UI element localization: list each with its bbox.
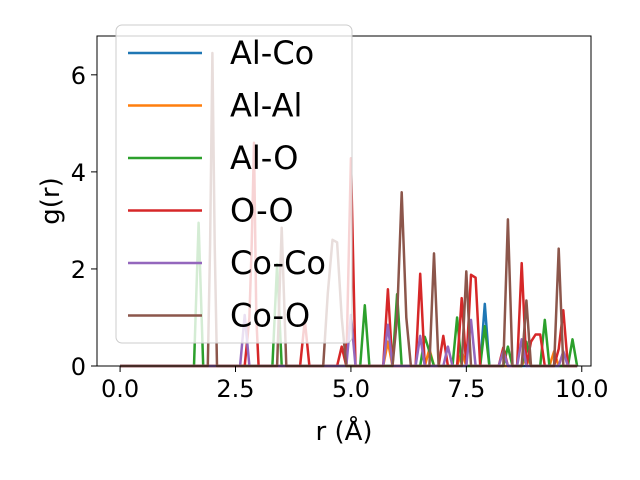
x-tick-label: 0.0 (101, 375, 139, 403)
y-tick-label: 6 (71, 62, 86, 90)
y-axis-label: g(r) (36, 177, 66, 224)
legend-label-5: Co-O (230, 297, 310, 335)
y-tick-label: 0 (71, 353, 86, 381)
x-ticks: 0.0 2.5 5.0 7.5 10.0 (101, 366, 608, 403)
legend-label-3: O-O (230, 192, 294, 230)
x-tick-label: 2.5 (216, 375, 254, 403)
x-tick-label: 5.0 (332, 375, 370, 403)
x-tick-label: 7.5 (447, 375, 485, 403)
x-tick-label: 10.0 (555, 375, 608, 403)
y-ticks: 0 2 4 6 (71, 62, 97, 381)
legend-box (115, 24, 353, 344)
legend-label-0: Al-Co (230, 34, 314, 72)
y-tick-label: 2 (71, 256, 86, 284)
legend-label-2: Al-O (230, 139, 298, 177)
legend: Al-Co Al-Al Al-O O-O Co-Co Co-O (115, 24, 353, 344)
legend-label-4: Co-Co (230, 244, 326, 282)
series-line-3 (120, 141, 578, 368)
y-tick-label: 4 (71, 159, 86, 187)
legend-label-1: Al-Al (230, 87, 302, 125)
x-axis-label: r (Å) (315, 415, 372, 447)
